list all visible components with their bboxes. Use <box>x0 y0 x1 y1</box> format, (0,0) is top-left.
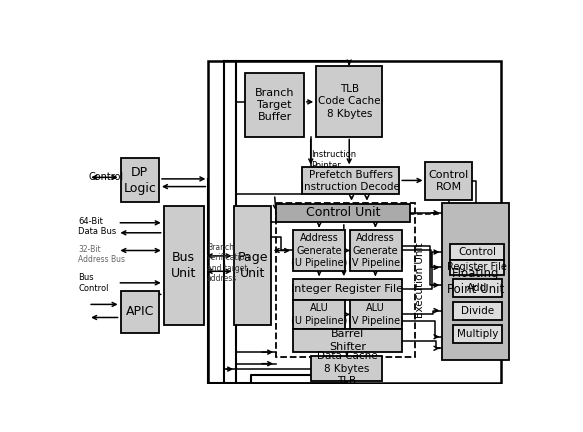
Bar <box>276 203 410 222</box>
Text: Multiply: Multiply <box>456 329 498 339</box>
Bar <box>293 231 345 271</box>
Text: 32-Bit
Address Bus: 32-Bit Address Bus <box>78 245 125 264</box>
Bar <box>453 279 502 297</box>
Bar <box>245 73 304 137</box>
Text: TLB
Code Cache
8 Kbytes: TLB Code Cache 8 Kbytes <box>318 84 381 118</box>
Text: Add: Add <box>468 283 487 293</box>
Text: Instruction
Pointer: Instruction Pointer <box>311 150 356 170</box>
Bar <box>450 260 504 275</box>
Bar <box>293 300 345 329</box>
Text: Control
ROM: Control ROM <box>429 170 469 192</box>
Bar <box>450 245 504 260</box>
Bar <box>208 61 501 383</box>
Bar <box>453 302 502 320</box>
Bar <box>316 66 382 137</box>
Text: Floating
Point Unit: Floating Point Unit <box>447 267 504 296</box>
Bar <box>453 325 502 343</box>
Bar <box>426 162 472 200</box>
Text: Control Unit: Control Unit <box>306 206 380 219</box>
Bar <box>311 356 382 381</box>
Bar <box>350 231 402 271</box>
Text: Data Cache
8 Kbytes
TLB: Data Cache 8 Kbytes TLB <box>317 351 377 386</box>
Bar <box>234 206 271 325</box>
Text: Integer Register File: Integer Register File <box>292 284 403 294</box>
Text: Execution Unit: Execution Unit <box>415 242 425 318</box>
Text: Divide: Divide <box>461 306 494 316</box>
Bar <box>276 203 415 357</box>
Bar <box>293 279 402 300</box>
Bar <box>302 167 399 194</box>
Text: Address
Generate
(U Pipeline): Address Generate (U Pipeline) <box>291 233 347 268</box>
Text: Bus
Unit: Bus Unit <box>171 251 196 280</box>
Text: Control: Control <box>88 172 124 182</box>
Text: Bus
Control: Bus Control <box>78 273 108 292</box>
Text: APIC: APIC <box>125 305 154 318</box>
Text: 64-Bit
Data Bus: 64-Bit Data Bus <box>78 217 117 236</box>
Bar <box>121 291 159 333</box>
Text: ALU
(U Pipeline): ALU (U Pipeline) <box>291 303 347 326</box>
Text: Address
Generate
(V Pipeline): Address Generate (V Pipeline) <box>348 233 403 268</box>
Bar <box>350 300 402 329</box>
Text: Branch
verification
and target
address: Branch verification and target address <box>207 243 250 283</box>
Bar <box>164 206 203 325</box>
Text: DP
Logic: DP Logic <box>124 165 156 194</box>
Bar <box>442 203 510 360</box>
Text: Branch
Target
Buffer: Branch Target Buffer <box>255 88 294 122</box>
Text: Register File: Register File <box>447 262 507 273</box>
Text: Control: Control <box>458 247 496 257</box>
Text: Page
Unit: Page Unit <box>237 251 268 280</box>
Text: Prefetch Buffers
Instruction Decode: Prefetch Buffers Instruction Decode <box>301 170 400 192</box>
Text: Barrel
Shifter: Barrel Shifter <box>329 329 366 352</box>
Bar <box>293 329 402 352</box>
Bar <box>121 158 159 202</box>
Text: ALU
(V Pipeline): ALU (V Pipeline) <box>348 303 403 326</box>
